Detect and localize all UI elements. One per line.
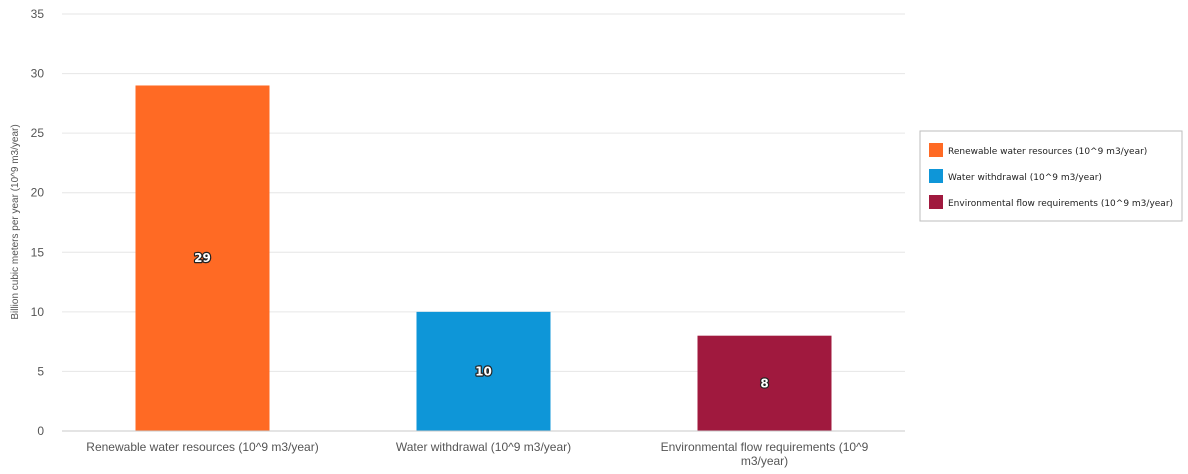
y-tick-label: 0 [37, 424, 44, 438]
x-category-label-line: Water withdrawal (10^9 m3/year) [396, 440, 571, 454]
x-category-label: Water withdrawal (10^9 m3/year) [396, 440, 571, 454]
legend-swatch [929, 143, 943, 157]
y-tick-label: 10 [31, 305, 45, 319]
y-tick-label: 5 [37, 364, 44, 378]
legend-entry-label: Water withdrawal (10^9 m3/year) [948, 173, 1102, 183]
legend-swatch [929, 169, 943, 183]
y-tick-label: 30 [31, 67, 45, 81]
bar-data-label: 8 [760, 376, 768, 390]
x-category-label-line: Renewable water resources (10^9 m3/year) [86, 440, 318, 454]
bar [416, 311, 551, 431]
x-category-label: Environmental flow requirements (10^9 m3/… [661, 440, 869, 468]
x-category-label: Renewable water resources (10^9 m3/year) [86, 440, 318, 454]
x-axis-labels: Renewable water resources (10^9 m3/year)… [86, 440, 868, 468]
y-tick-label: 25 [31, 126, 45, 140]
legend-entry-label: Renewable water resources (10^9 m3/year) [948, 147, 1147, 157]
legend-box [919, 130, 1183, 222]
y-tick-label: 20 [31, 186, 45, 200]
bar [135, 85, 270, 431]
y-tick-label: 15 [31, 245, 45, 259]
bars: 29 10 8 [135, 85, 832, 431]
bar-data-label: 10 [475, 364, 492, 378]
legend: Renewable water resources (10^9 m3/year)… [919, 130, 1183, 222]
x-category-label-line: Environmental flow requirements (10^9 [661, 440, 869, 454]
legend-swatch [929, 195, 943, 209]
bar-data-label: 29 [194, 251, 211, 265]
y-axis-ticks: 0 5 10 15 20 25 30 35 [31, 7, 45, 438]
y-tick-label: 35 [31, 7, 45, 21]
x-category-label-line: m3/year) [741, 454, 788, 468]
legend-entry-label: Environmental flow requirements (10^9 m3… [948, 199, 1173, 209]
y-axis-title: Billion cubic meters per year (10^9 m3/y… [10, 124, 21, 319]
bar [697, 335, 832, 431]
